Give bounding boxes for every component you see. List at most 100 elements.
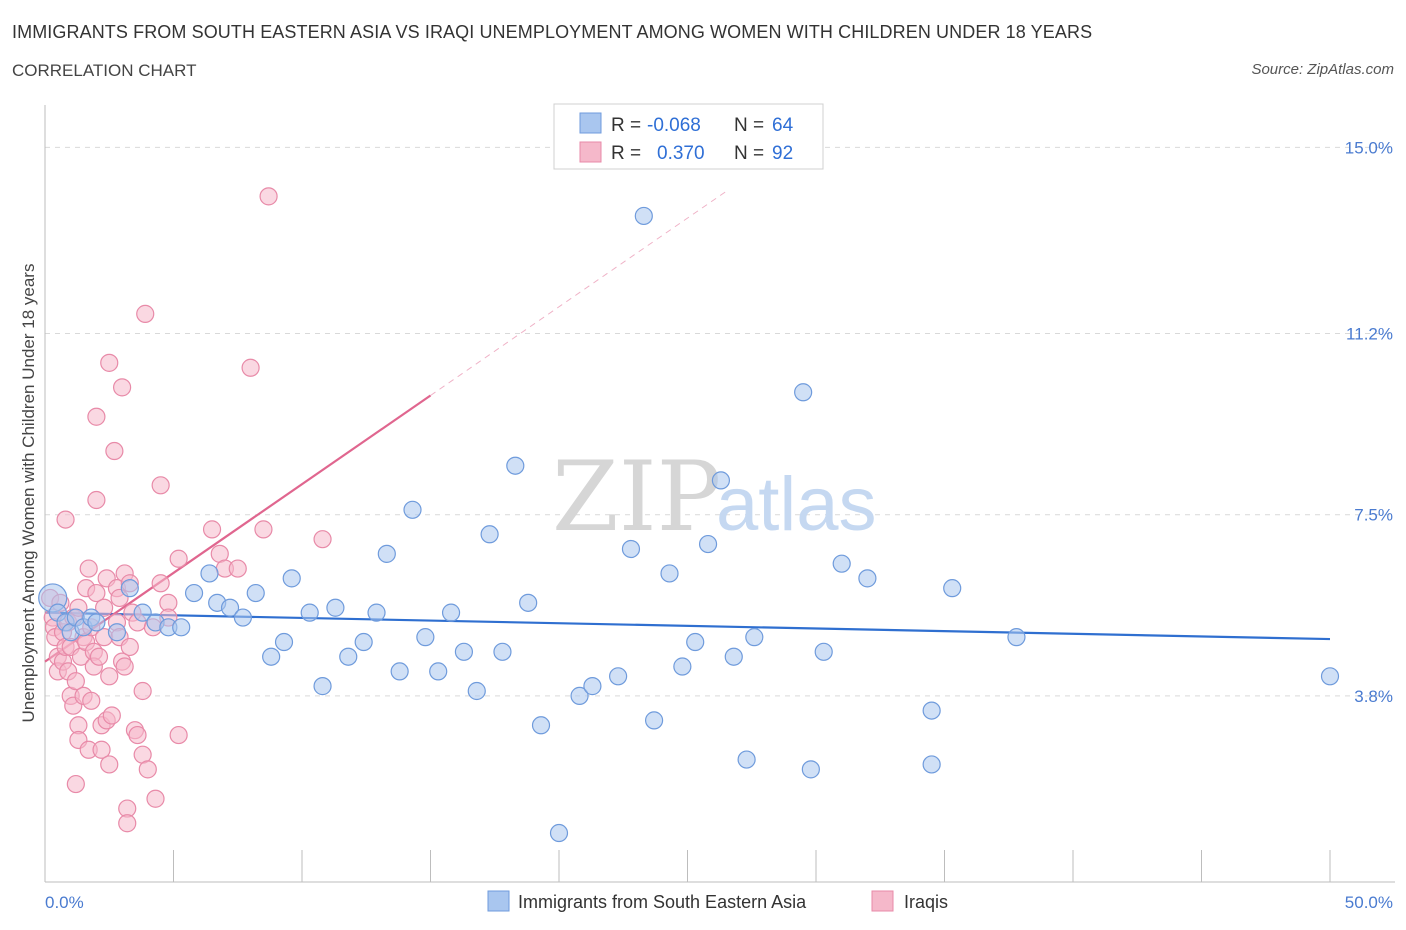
point-sea xyxy=(200,564,219,583)
point-sea xyxy=(441,603,461,622)
point-sea xyxy=(429,662,448,681)
legend-swatch-blue xyxy=(579,112,602,134)
point-sea xyxy=(274,632,294,652)
point-sea xyxy=(480,525,499,544)
point-iraqi xyxy=(151,476,170,495)
point-iraqi xyxy=(95,598,114,617)
bottom-legend-swatch-pink xyxy=(871,890,894,912)
point-sea xyxy=(801,760,820,779)
point-sea xyxy=(570,686,589,705)
point-iraqi xyxy=(92,740,111,759)
point-iraqi xyxy=(146,789,165,808)
point-sea xyxy=(644,711,664,730)
point-sea xyxy=(621,539,641,559)
point-sea xyxy=(549,823,569,843)
point-iraqi xyxy=(56,510,75,529)
trend-lines xyxy=(44,191,1331,663)
point-iraqi xyxy=(128,725,147,745)
point-iraqi xyxy=(259,187,278,206)
point-sea xyxy=(673,657,692,676)
point-iraqi xyxy=(228,559,247,578)
point-sea xyxy=(943,579,962,598)
legend-n-label-2: N = xyxy=(734,143,764,164)
x-tick-label-min: 0.0% xyxy=(45,893,84,912)
point-sea xyxy=(233,608,252,627)
point-sea xyxy=(583,677,602,696)
point-sea xyxy=(660,564,679,583)
watermark-atlas: atlas xyxy=(716,462,877,547)
point-sea xyxy=(531,716,551,735)
point-sea xyxy=(390,662,409,681)
point-iraqi xyxy=(87,583,106,603)
point-iraqi xyxy=(118,814,137,833)
legend-n-label-1: N = xyxy=(734,115,764,136)
point-iraqi xyxy=(79,559,98,578)
legend-r-label-2: R = xyxy=(611,143,641,164)
trend-line-iraqi-extension xyxy=(430,191,727,396)
y-tick-label: 11.2% xyxy=(1346,324,1393,343)
point-sea xyxy=(172,618,191,637)
point-sea xyxy=(403,500,422,519)
data-points xyxy=(38,187,1340,843)
point-sea xyxy=(339,647,358,666)
point-iraqi xyxy=(120,637,139,657)
point-iraqi xyxy=(102,706,121,725)
point-sea xyxy=(858,569,877,588)
point-sea xyxy=(745,628,764,647)
point-sea xyxy=(506,456,525,475)
source-credit: Source: ZipAtlas.com xyxy=(1251,61,1394,78)
point-sea xyxy=(220,598,240,617)
point-sea xyxy=(246,583,265,603)
legend-r-label-1: R = xyxy=(611,115,641,136)
y-tick-label: 3.8% xyxy=(1354,687,1393,706)
tick-labels: 3.8% 7.5% 11.2% 15.0% 0.0% 50.0% xyxy=(45,138,1393,912)
series-legend: Immigrants from South Eastern Asia Iraqi… xyxy=(487,890,948,912)
point-sea xyxy=(698,534,718,554)
point-sea xyxy=(354,632,373,652)
point-sea xyxy=(300,603,319,622)
point-iraqi xyxy=(100,667,119,686)
point-iraqi xyxy=(115,657,134,676)
point-sea xyxy=(377,544,396,563)
point-sea xyxy=(922,755,941,774)
point-sea xyxy=(313,677,332,696)
point-sea xyxy=(493,642,512,661)
point-sea xyxy=(87,613,106,632)
point-iraqi xyxy=(169,549,188,568)
correlation-legend: R = -0.068 N = 64 R = 0.370 N = 92 xyxy=(553,103,824,170)
point-sea xyxy=(711,471,731,490)
point-sea xyxy=(686,632,705,652)
legend-n-value-1: 64 xyxy=(772,115,794,136)
point-iraqi xyxy=(241,358,260,377)
point-sea xyxy=(832,554,851,573)
point-iraqi xyxy=(100,353,119,372)
point-sea xyxy=(922,701,941,720)
point-sea xyxy=(519,593,538,612)
legend-swatch-pink xyxy=(579,141,602,163)
y-tick-label: 7.5% xyxy=(1354,506,1393,525)
point-sea xyxy=(1320,667,1340,686)
chart-title: IMMIGRANTS FROM SOUTH EASTERN ASIA VS IR… xyxy=(12,22,1093,42)
point-iraqi xyxy=(202,520,222,539)
point-iraqi xyxy=(87,407,106,426)
point-sea xyxy=(454,642,474,661)
point-sea xyxy=(814,642,833,661)
point-iraqi xyxy=(87,490,106,510)
bottom-legend-label-2: Iraqis xyxy=(904,892,948,912)
legend-r-value-1: -0.068 xyxy=(647,115,701,136)
point-sea xyxy=(634,206,653,226)
point-iraqi xyxy=(151,574,170,593)
watermark-zip: ZIP xyxy=(552,441,721,553)
point-iraqi xyxy=(169,725,188,745)
point-sea xyxy=(794,383,813,402)
point-iraqi xyxy=(100,755,119,774)
point-iraqi xyxy=(89,647,109,666)
watermark: ZIP atlas xyxy=(552,441,877,553)
point-sea xyxy=(120,579,139,598)
point-iraqi xyxy=(136,304,155,323)
point-sea xyxy=(262,647,281,666)
point-sea xyxy=(724,647,743,666)
chart-subtitle: CORRELATION CHART xyxy=(12,61,197,80)
trend-line-sea xyxy=(44,611,1331,641)
